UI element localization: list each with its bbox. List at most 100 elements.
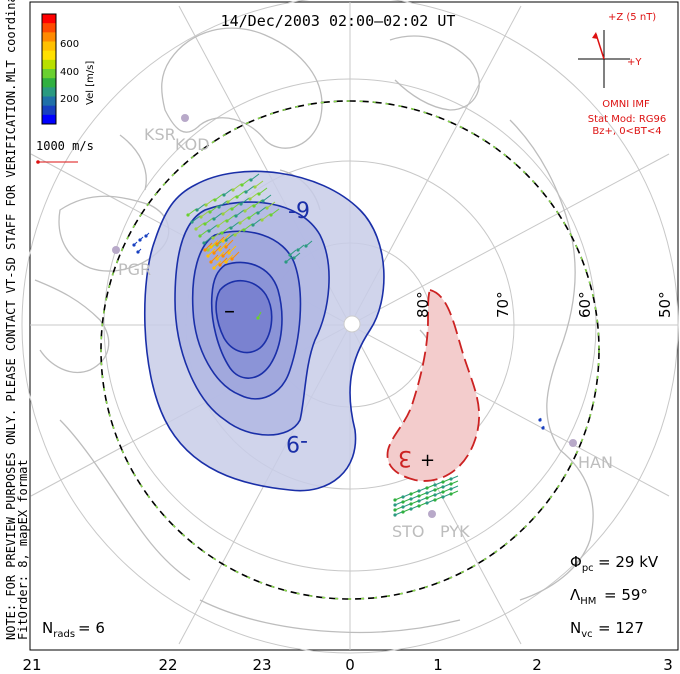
contour-label-neg-b: -9 [286, 430, 308, 455]
velocity-vector [208, 224, 218, 232]
svg-text:Φpc: Φpc [570, 553, 594, 574]
velocity-vector-dot [541, 426, 545, 430]
velocity-vector-dot [401, 510, 405, 514]
pole-marker [343, 315, 361, 333]
station-han-marker [569, 439, 577, 447]
velocity-vector [187, 208, 197, 216]
velocity-vector-dot [221, 239, 225, 243]
positive-convection-cell [386, 288, 481, 482]
mlt-label-0: 0 [345, 656, 355, 674]
velocity-vector-dot [433, 488, 437, 492]
svg-text:= 127: = 127 [598, 619, 644, 637]
velocity-vector [225, 254, 234, 263]
velocity-vector-dot [230, 207, 234, 211]
color-bar-segment [42, 78, 56, 88]
velocity-vector [245, 185, 255, 193]
velocity-vector-dot [203, 222, 207, 226]
velocity-vector-dot [417, 504, 421, 508]
velocity-vector [244, 204, 254, 212]
mlt-label-3: 3 [663, 656, 673, 674]
stat-n-vc: Nvc = 127 [570, 619, 644, 640]
velocity-vector-dot [138, 238, 142, 242]
velocity-vector-dot [186, 213, 190, 217]
velocity-vector [236, 190, 246, 198]
velocity-vector-dot [296, 248, 300, 252]
velocity-vector-dot [441, 495, 445, 499]
velocity-vector-dot [212, 217, 216, 221]
velocity-vector [199, 229, 209, 237]
velocity-vector-dot [230, 257, 234, 261]
velocity-vector [195, 222, 205, 230]
velocity-vector-dot [194, 227, 198, 231]
velocity-vector-dot [409, 507, 413, 511]
velocity-vector [212, 231, 222, 239]
velocity-vector-dot [238, 221, 242, 225]
station-label-sto: STO [392, 522, 425, 541]
color-tick-200: 200 [60, 94, 79, 105]
velocity-vector-dot [441, 480, 445, 484]
svg-text:Nrads: Nrads [42, 619, 75, 640]
velocity-vector [218, 200, 228, 208]
velocity-vector-dot [132, 243, 136, 247]
velocity-vector-dot [441, 485, 445, 489]
velocity-vector [196, 203, 206, 211]
plot-title: 14/Dec/2003 02:00–02:02 UT [221, 12, 456, 30]
velocity-vector [261, 213, 271, 221]
mlt-label-23: 23 [252, 656, 271, 674]
velocity-vector-dot [195, 208, 199, 212]
svg-text:= 6: = 6 [78, 619, 105, 637]
color-bar-segment [42, 96, 56, 107]
velocity-vector-dot [248, 197, 252, 201]
velocity-vector [252, 218, 262, 226]
reference-vector-label: 1000 m/s [36, 139, 94, 153]
velocity-vector-dot [393, 508, 397, 512]
station-ksr-marker [181, 114, 189, 122]
velocity-vector-dot [221, 212, 225, 216]
color-bar-segment [42, 87, 56, 97]
velocity-vector-dot [425, 491, 429, 495]
color-bar-segment [42, 105, 56, 116]
velocity-vector [225, 233, 235, 241]
mlt-label-21: 21 [22, 656, 41, 674]
velocity-vector [219, 242, 228, 251]
velocity-vector [227, 195, 237, 203]
station-label-pyk: PYK [440, 522, 470, 541]
velocity-vector-dot [269, 213, 273, 217]
velocity-vector-dot [218, 263, 222, 267]
mlt-label-2: 2 [532, 656, 542, 674]
velocity-vector-dot [215, 242, 219, 246]
velocity-vector-dot [212, 251, 216, 255]
mlt-label-22: 22 [158, 656, 177, 674]
velocity-vector-dot [216, 224, 220, 228]
velocity-vector-dot [198, 234, 202, 238]
velocity-vector-dot [202, 241, 206, 245]
velocity-vector-dot [234, 214, 238, 218]
velocity-vector-dot [449, 492, 453, 496]
velocity-vector [230, 221, 240, 229]
velocity-vector-dot [231, 188, 235, 192]
color-bar-segment [42, 23, 56, 33]
velocity-vector-dot [401, 495, 405, 499]
velocity-vector-dot [401, 500, 405, 504]
velocity-vector [225, 239, 234, 248]
color-bar-segment [42, 50, 56, 61]
velocity-vectors [132, 173, 545, 517]
station-label-ksr: KSR [144, 125, 176, 144]
velocity-vector [205, 198, 215, 206]
velocity-vector-dot [393, 498, 397, 502]
reference-vector-dot [36, 160, 40, 164]
velocity-vector-dot [227, 251, 231, 255]
color-bar-segment [42, 114, 56, 125]
velocity-vector-dot [538, 418, 542, 422]
velocity-vector-dot [136, 250, 140, 254]
velocity-vector-dot [203, 248, 207, 252]
velocity-vector-dot [288, 253, 292, 257]
station-label-kod: KOD [175, 135, 210, 154]
velocity-vector [191, 215, 201, 223]
velocity-vector-dot [247, 216, 251, 220]
velocity-vector-dot [304, 244, 308, 248]
velocity-vector-dot [224, 245, 228, 249]
velocity-vector [254, 180, 264, 188]
imf-axis-z: +Z (5 nT) [608, 12, 656, 23]
